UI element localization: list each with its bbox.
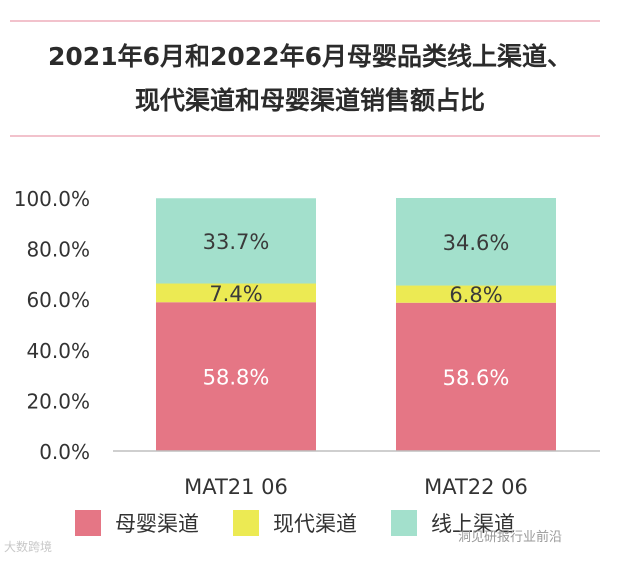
y-tick-label: 100.0% [14,187,90,211]
bar-segment-3-1 [156,198,316,284]
chart-title-line-2: 现代渠道和母婴渠道销售额占比 [134,86,485,115]
legend-swatch-muying [75,510,101,536]
bar-segment-3-2 [396,198,556,286]
data-label: 33.7% [203,230,270,254]
top-divider [10,20,600,22]
y-tick-label: 80.0% [26,238,90,262]
legend-swatch-xianshang [391,510,417,536]
legend-swatch-xiandai [233,510,259,536]
data-label: 58.8% [203,366,270,390]
data-label: 34.6% [443,231,510,255]
y-tick-label: 40.0% [26,339,90,363]
data-label: 6.8% [449,283,502,307]
watermark-left: 大数跨境 [4,540,53,554]
legend-label-xianshang: 线上渠道 [431,512,515,536]
chart-legend: 母婴渠道 现代渠道 线上渠道 [75,508,549,538]
bar-segment-2-1 [156,283,316,303]
y-tick-label: 20.0% [26,389,90,413]
bar-segment-1-1 [156,302,316,451]
legend-item-xianshang: 线上渠道 [391,508,515,538]
bar-segment-2-2 [396,285,556,303]
legend-label-muying: 母婴渠道 [115,512,199,536]
data-label: 7.4% [209,282,262,306]
legend-item-muying: 母婴渠道 [75,508,199,538]
x-tick-label: MAT21 06 [184,475,288,499]
y-tick-label: 60.0% [26,288,90,312]
bar-segment-1-2 [396,302,556,451]
data-label: 58.6% [443,366,510,390]
legend-item-xiandai: 现代渠道 [233,508,357,538]
y-tick-label: 0.0% [39,440,90,464]
chart-title-line-1: 2021年6月和2022年6月母婴品类线上渠道、 [48,42,572,71]
title-divider [10,135,600,137]
stacked-bar-chart: 0.0% 20.0% 40.0% 60.0% 80.0% 100.0% 58.8% 7.4% 3… [14,187,600,499]
legend-label-xiandai: 现代渠道 [273,512,357,536]
watermark-right: 洞见研报行业前沿 [458,530,563,545]
x-tick-label: MAT22 06 [424,475,528,499]
